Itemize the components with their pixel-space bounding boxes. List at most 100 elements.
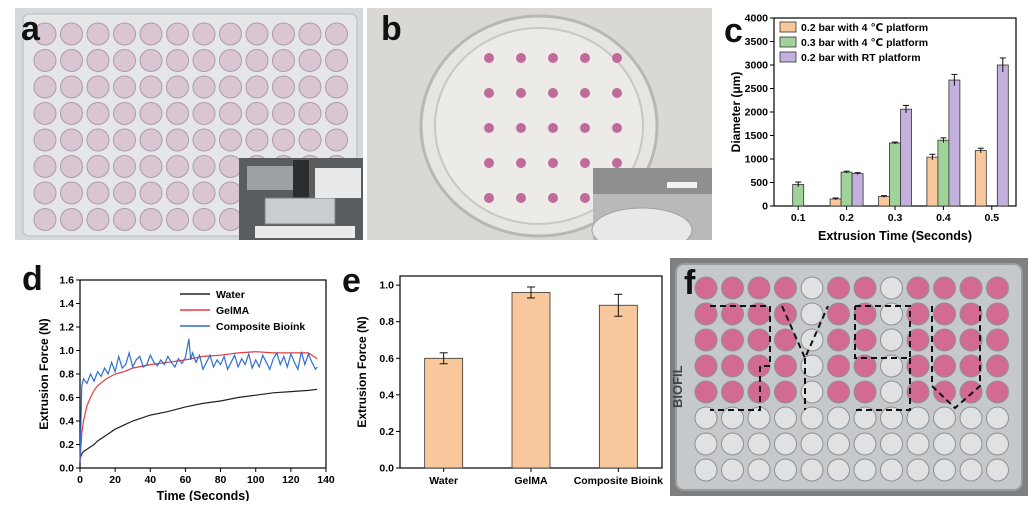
plate-well [60,128,83,152]
plate-well [959,328,983,352]
plate-well [325,75,348,99]
plate-well [139,75,163,99]
plate-well [774,458,797,482]
plate-well [853,432,877,456]
plate-well [192,22,216,46]
chart-d-ylabel: Extrusion Force (N) [37,318,51,429]
plate-well [959,354,983,378]
plate-well [33,22,57,46]
chart-e-svg: 0.0 0.2 0.4 0.6 0.8 1.0 Water GelMA Composite Bi… [355,275,663,487]
plate-well [694,302,718,326]
chart-c-svg: 0 500 1000 1500 2000 2500 3000 3500 4000 0.1 0.2 0.… [729,13,1017,243]
plate-well [166,102,189,125]
plate-well [192,49,216,72]
hydrogel-dot [484,193,494,203]
dish-inset [591,168,712,240]
hydrogel-dot [484,158,494,168]
chart-c-legend-swatch [779,36,797,48]
plate-well [166,22,189,46]
plate-well [298,22,322,46]
panel-a-photo: a [15,8,363,240]
hydrogel-dot [548,123,558,133]
chart-c-ytick-label: 1500 [745,130,769,142]
plate-well [33,102,57,125]
chart-c-bar [792,183,805,207]
plate-well [60,49,83,72]
plate-well [880,354,903,378]
plate-well [694,354,718,378]
hydrogel-dot [484,88,494,98]
plate-well [192,128,216,152]
chart-d-ytick-label: 1.2 [59,322,74,334]
plate-well [880,406,903,430]
chart-e-ylabel: Extrusion Force (N) [355,316,369,427]
chart-c-xtick-label: 0.3 [888,212,903,224]
plate-well [272,102,295,125]
plate-well [245,75,269,99]
plate-well [827,302,850,326]
petri-dish-photo [367,8,712,240]
plate-well [827,432,850,456]
plate-well [325,49,348,72]
plate-well [853,380,877,404]
chart-e-bar [424,357,464,469]
plate-well [219,102,242,125]
plate-well [272,49,295,72]
panel-label-d: d [22,260,43,298]
plate-well [86,102,110,125]
plate-well [60,75,83,99]
plate-well [113,75,136,99]
plate-well [853,276,877,300]
plate-well [747,302,771,326]
panel-f-photo: BIOFIL f [670,258,1028,496]
chart-c-ytick-label: 3500 [745,36,769,48]
hydrogel-dot [612,158,622,168]
plate-well [721,406,744,430]
hydrogel-dot [612,53,622,63]
chart-d-xtick-label: 60 [180,474,192,486]
plate-well [33,75,57,99]
plate-well [86,128,110,152]
chart-e-ytick-label: 1.0 [379,280,394,292]
plate-well [906,380,930,404]
plate-well [721,276,744,300]
plate-well [694,276,718,300]
panel-label-f: f [684,264,696,302]
chart-c-xtick-label: 0.5 [984,212,999,224]
plate-well [219,128,242,152]
chart-e-xtick-label: Composite Bioink [574,475,663,487]
plate-well [192,155,216,178]
plate-well [906,354,930,378]
plate-well [694,328,718,352]
plate-well [880,458,903,482]
plate-well [325,102,348,125]
chart-d-ytick-label: 0.6 [59,392,74,404]
plate-well [959,380,983,404]
plate-well [33,49,57,72]
chart-c-xtick-label: 0.2 [839,212,854,224]
hydrogel-dot [516,53,526,63]
hydrogel-dot [580,123,590,133]
plate-well [694,432,718,456]
plate-well [139,22,163,46]
plate-well [272,75,295,99]
plate-well [272,128,295,152]
chart-c-bar [840,171,853,207]
plate-well [721,432,744,456]
plate-well [86,208,110,231]
plate-well [906,432,930,456]
chart-e-xtick-label: GelMA [514,475,548,487]
plate-well [747,276,771,300]
plate-well [827,276,850,300]
plate-well [192,181,216,205]
chart-d-ytick-label: 0.0 [59,463,74,475]
plate-well [959,276,983,300]
chart-c-ytick-label: 3000 [745,60,769,72]
plate-well [60,22,83,46]
plate-well [906,406,930,430]
plate-well [721,380,744,404]
chart-c-bar [974,150,987,207]
plate-well [721,354,744,378]
plate-well [986,276,1009,300]
plate-well [774,380,797,404]
